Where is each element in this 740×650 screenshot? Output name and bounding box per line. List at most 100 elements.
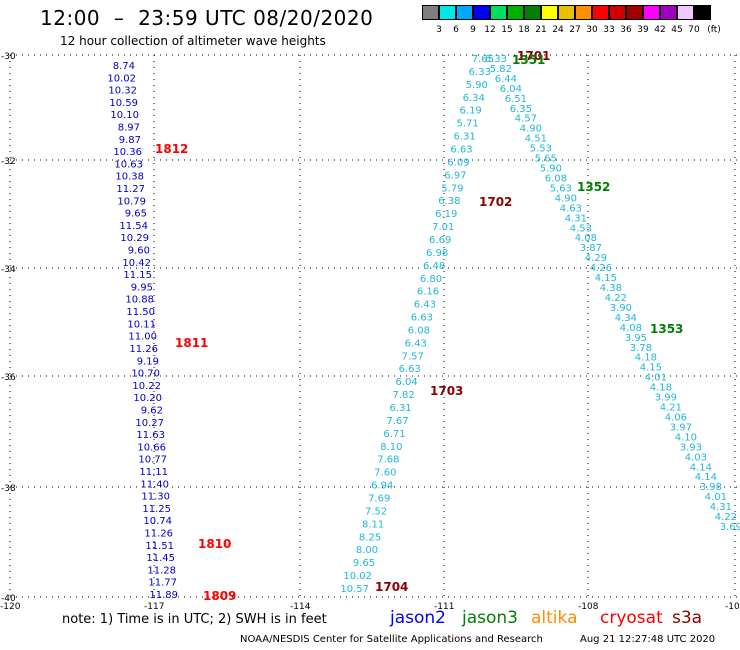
scale-swatch xyxy=(490,5,507,20)
scale-level-label: 27 xyxy=(569,25,581,35)
swh-value: 6.33 xyxy=(485,54,507,65)
swh-value: 3.97 xyxy=(670,422,692,433)
satellite-name-s3a: s3a xyxy=(672,608,703,628)
swh-value: 4.53 xyxy=(570,223,592,234)
swh-value: 4.63 xyxy=(560,203,582,214)
swh-value: 11.77 xyxy=(148,578,177,589)
swh-value: 7.65 xyxy=(472,54,494,65)
swh-value: 10.20 xyxy=(133,393,162,404)
swh-value: 7.82 xyxy=(392,390,414,401)
scale-level-label: 15 xyxy=(501,25,513,35)
swh-value: 6.31 xyxy=(453,132,475,143)
swh-value: 7.01 xyxy=(432,222,454,233)
scale-swatch xyxy=(541,5,558,20)
swh-value: 7.67 xyxy=(386,416,408,427)
swh-value: 4.31 xyxy=(565,213,587,224)
lon-label: -111 xyxy=(434,602,454,612)
swh-value: 10.59 xyxy=(109,98,138,109)
pass-time-label: 1704 xyxy=(375,580,408,594)
swh-value: 8.11 xyxy=(362,519,384,530)
swh-value: 4.18 xyxy=(650,383,672,394)
swh-value: 11.26 xyxy=(129,344,158,355)
swh-value: 6.63 xyxy=(411,313,433,324)
swh-value: 6.08 xyxy=(545,173,567,184)
swh-value: 6.04 xyxy=(396,377,418,388)
scale-unit-label: (ft) xyxy=(707,25,721,35)
pass-time-label: 1351 xyxy=(512,53,545,67)
swh-value: 6.38 xyxy=(438,196,460,207)
swh-value: 4.08 xyxy=(575,233,597,244)
swh-value: 6.35 xyxy=(510,104,532,115)
lat-label: -32 xyxy=(1,157,16,167)
swh-value: 11.40 xyxy=(140,479,169,490)
pass-time-label: 1812 xyxy=(155,142,188,156)
swh-value: 4.01 xyxy=(705,492,727,503)
swh-value: 6.69 xyxy=(429,235,451,246)
scale-swatch xyxy=(422,5,439,20)
swh-value: 11.50 xyxy=(126,307,155,318)
credit-line: NOAA/NESDIS Center for Satellite Applica… xyxy=(240,634,543,645)
swh-value: 10.22 xyxy=(132,381,161,392)
swh-value: 10.32 xyxy=(108,86,137,97)
swh-value: 4.26 xyxy=(590,263,612,274)
swh-value: 4.90 xyxy=(555,193,577,204)
swh-value: 7.68 xyxy=(377,455,399,466)
swh-value: 10.27 xyxy=(135,418,164,429)
swh-value: 6.43 xyxy=(414,300,436,311)
swh-value: 8.10 xyxy=(380,442,402,453)
swh-value: 9.65 xyxy=(125,209,147,220)
swh-value: 3.69 xyxy=(720,522,740,533)
swh-value: 6.71 xyxy=(383,429,405,440)
swh-value: 6.19 xyxy=(435,209,457,220)
swh-value: 9.60 xyxy=(128,246,150,257)
swh-value: 7.57 xyxy=(402,351,424,362)
swh-value: 11.26 xyxy=(144,528,173,539)
swh-value: 6.97 xyxy=(444,170,466,181)
swh-value: 6.08 xyxy=(408,325,430,336)
swh-value: 4.51 xyxy=(525,134,547,145)
swh-value: 11.54 xyxy=(119,221,148,232)
swh-value: 11.45 xyxy=(146,553,175,564)
swh-value: 9.19 xyxy=(137,356,159,367)
swh-value: 10.74 xyxy=(143,516,172,527)
swh-value: 6.09 xyxy=(447,157,469,168)
swh-value: 8.74 xyxy=(113,61,135,72)
swh-value: 6.63 xyxy=(399,364,421,375)
swh-value: 5.90 xyxy=(466,80,488,91)
swh-value: 9.65 xyxy=(353,558,375,569)
swh-value: 4.15 xyxy=(640,363,662,374)
swh-value: 4.31 xyxy=(710,502,732,513)
swh-value: 11.28 xyxy=(147,565,176,576)
swh-value: 5.79 xyxy=(441,183,463,194)
lon-label: -120 xyxy=(0,602,21,612)
scale-level-label: 18 xyxy=(518,25,530,35)
swh-value: 6.98 xyxy=(426,248,448,259)
swh-value: 7.52 xyxy=(365,506,387,517)
swh-value: 7.69 xyxy=(368,494,390,505)
swh-value: 6.63 xyxy=(450,144,472,155)
swh-value: 6.43 xyxy=(405,338,427,349)
swh-value: 4.22 xyxy=(715,512,737,523)
swh-value: 6.19 xyxy=(460,106,482,117)
swh-value: 3.93 xyxy=(680,442,702,453)
swh-value: 10.02 xyxy=(343,571,372,582)
swh-value: 4.90 xyxy=(520,124,542,135)
swh-value: 11.15 xyxy=(123,270,152,281)
swh-value: 9.87 xyxy=(119,135,141,146)
generated-timestamp: Aug 21 12:27:48 UTC 2020 xyxy=(580,634,716,645)
swh-value: 6.51 xyxy=(505,94,527,105)
swh-value: 3.95 xyxy=(625,333,647,344)
scale-level-label: 12 xyxy=(484,25,496,35)
swh-value: 4.08 xyxy=(620,323,642,334)
swh-value: 11.00 xyxy=(128,332,157,343)
swh-value: 10.11 xyxy=(127,319,156,330)
swh-value: 6.80 xyxy=(420,274,442,285)
pass-time-label: 1811 xyxy=(175,336,208,350)
swh-value: 10.63 xyxy=(114,159,143,170)
swh-value: 6.48 xyxy=(423,261,445,272)
swh-value: 4.14 xyxy=(690,462,712,473)
swh-value: 6.16 xyxy=(417,287,439,298)
scale-swatch xyxy=(609,5,626,20)
swh-value: 11.27 xyxy=(116,184,145,195)
swh-value: 6.44 xyxy=(495,74,517,85)
